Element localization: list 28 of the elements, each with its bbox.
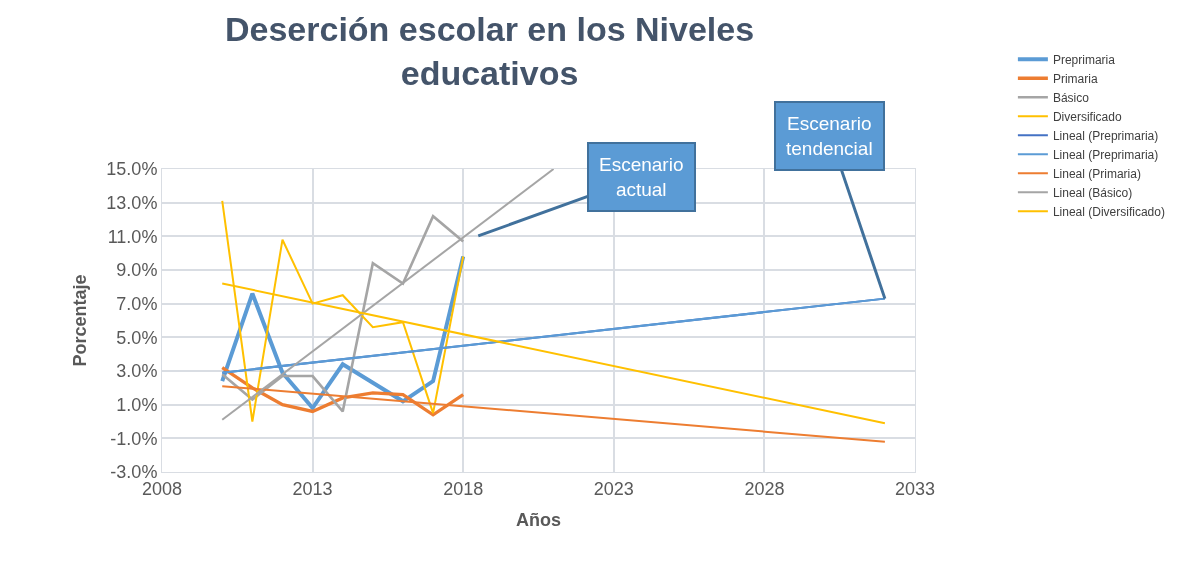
y-tick-label: -1.0% [110, 428, 158, 449]
y-tick-label: 1.0% [116, 394, 158, 415]
legend-label: Lineal (Diversificado) [1052, 204, 1165, 219]
y-tick-label: 5.0% [116, 327, 158, 348]
x-tick-label: 2023 [593, 478, 634, 499]
legend-label: Lineal (Primaria) [1052, 166, 1141, 181]
y-axis-title: Porcentaje [69, 274, 90, 367]
x-tick-label: 2018 [443, 478, 484, 499]
y-tick-label: 13.0% [106, 192, 158, 213]
legend-label: Básico [1052, 90, 1090, 105]
legend-label: Primaria [1052, 71, 1098, 86]
x-tick-label: 2033 [894, 478, 936, 499]
y-tick-label: 15.0% [106, 159, 158, 180]
y-tick-label: 7.0% [116, 293, 158, 314]
y-tick-label: 3.0% [116, 361, 158, 382]
legend-label: Lineal (Preprimaria) [1052, 128, 1159, 143]
x-axis-title: Años [516, 509, 561, 530]
annotation: Escenario actual [599, 154, 684, 200]
annotation: Escenario tendencial [786, 113, 873, 159]
legend-label: Lineal (Preprimaria) [1052, 147, 1159, 162]
chart-title: Deserción escolar en los Niveles educativos [224, 9, 755, 92]
x-tick-label: 2013 [292, 478, 333, 499]
y-tick-label: 9.0% [116, 260, 158, 281]
legend-label: Preprimaria [1052, 52, 1116, 67]
legend-label: Lineal (Básico) [1052, 185, 1133, 200]
x-tick-label: 2028 [744, 478, 785, 499]
y-tick-label: 11.0% [107, 226, 158, 247]
legend-label: Diversificado [1052, 109, 1122, 124]
